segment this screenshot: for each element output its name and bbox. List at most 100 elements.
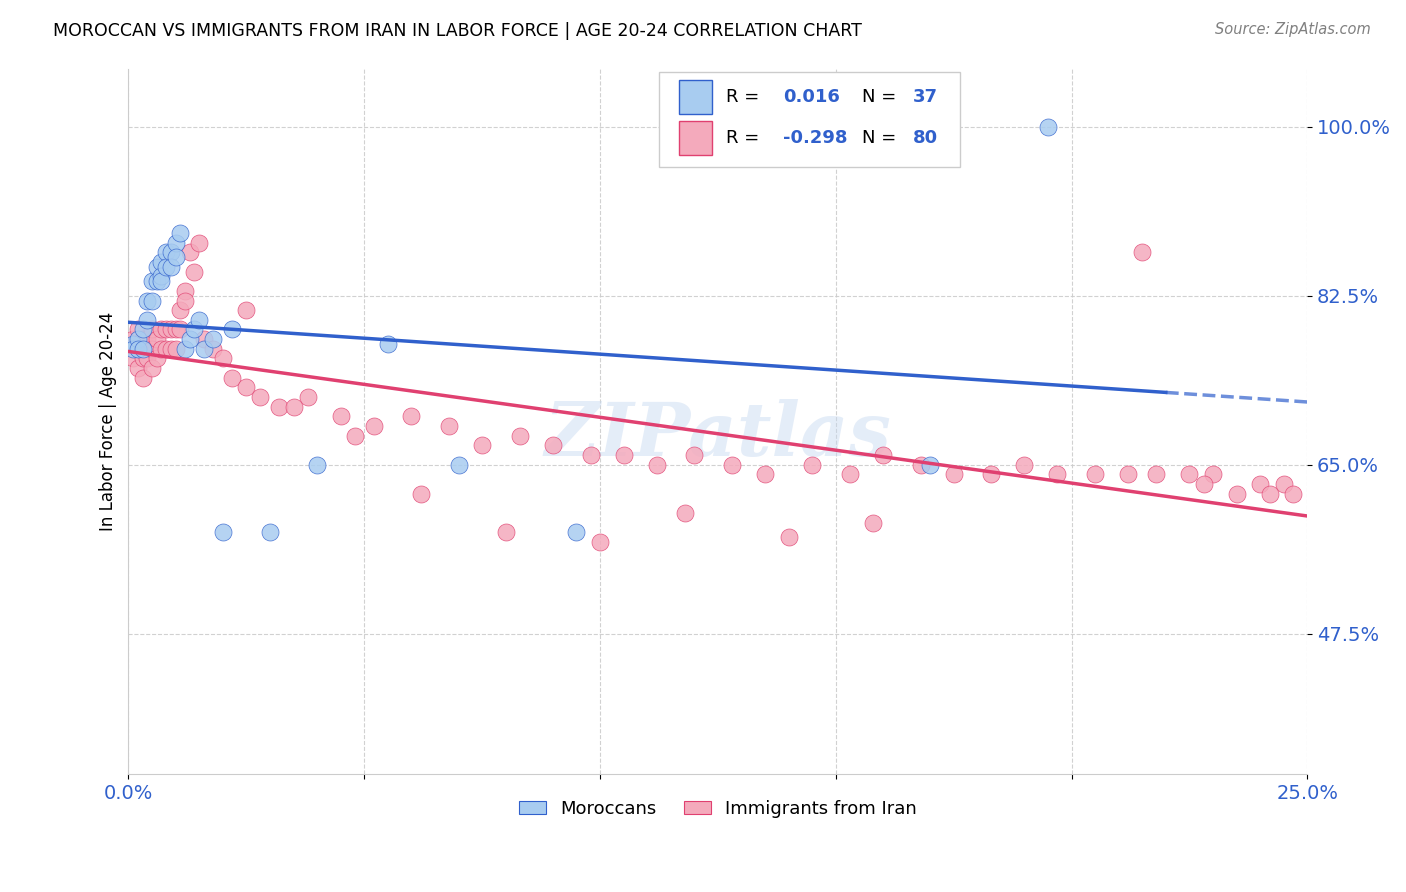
Point bbox=[343, 429, 366, 443]
Point bbox=[1144, 467, 1167, 482]
Text: ZIPatlas: ZIPatlas bbox=[544, 400, 891, 472]
Point bbox=[145, 260, 167, 274]
Point bbox=[249, 390, 271, 404]
Legend: Moroccans, Immigrants from Iran: Moroccans, Immigrants from Iran bbox=[512, 793, 924, 825]
Point bbox=[1130, 245, 1153, 260]
Point bbox=[145, 332, 167, 346]
Point bbox=[589, 535, 612, 549]
FancyBboxPatch shape bbox=[659, 72, 959, 168]
Point bbox=[1272, 477, 1295, 491]
Point bbox=[509, 429, 531, 443]
Point bbox=[307, 458, 329, 472]
Bar bbox=[679, 79, 711, 113]
Point bbox=[169, 303, 191, 318]
Point bbox=[155, 342, 177, 356]
Point bbox=[409, 487, 432, 501]
Point bbox=[141, 322, 163, 336]
Point bbox=[160, 342, 183, 356]
Text: 80: 80 bbox=[912, 129, 938, 147]
Point bbox=[259, 525, 281, 540]
Point bbox=[183, 264, 205, 278]
Point bbox=[169, 322, 191, 336]
Point bbox=[202, 332, 225, 346]
Text: MOROCCAN VS IMMIGRANTS FROM IRAN IN LABOR FORCE | AGE 20-24 CORRELATION CHART: MOROCCAN VS IMMIGRANTS FROM IRAN IN LABO… bbox=[53, 22, 862, 40]
Point bbox=[169, 226, 191, 240]
Text: 0.016: 0.016 bbox=[783, 87, 839, 105]
Point bbox=[401, 409, 423, 424]
Point bbox=[150, 255, 173, 269]
Point bbox=[127, 342, 149, 356]
Point bbox=[565, 525, 588, 540]
Point bbox=[541, 438, 564, 452]
Text: N =: N = bbox=[862, 87, 896, 105]
Point bbox=[211, 525, 233, 540]
Point bbox=[447, 458, 470, 472]
Point bbox=[174, 284, 197, 298]
Point bbox=[1014, 458, 1036, 472]
Point bbox=[1116, 467, 1139, 482]
Point bbox=[160, 245, 183, 260]
Point bbox=[495, 525, 517, 540]
Point bbox=[131, 342, 153, 356]
Point bbox=[141, 361, 163, 376]
Point bbox=[155, 322, 177, 336]
Point bbox=[188, 313, 211, 327]
Point bbox=[160, 322, 183, 336]
Point bbox=[127, 361, 149, 376]
Point bbox=[131, 322, 153, 336]
Point bbox=[801, 458, 824, 472]
Point bbox=[131, 332, 153, 346]
Point bbox=[141, 342, 163, 356]
Point bbox=[145, 351, 167, 366]
Point bbox=[174, 342, 197, 356]
Text: -0.298: -0.298 bbox=[783, 129, 848, 147]
Text: Source: ZipAtlas.com: Source: ZipAtlas.com bbox=[1215, 22, 1371, 37]
Point bbox=[179, 332, 201, 346]
Point bbox=[683, 448, 706, 462]
Point bbox=[754, 467, 776, 482]
Point bbox=[141, 293, 163, 308]
Point bbox=[437, 419, 460, 434]
Point bbox=[329, 409, 352, 424]
Point bbox=[872, 448, 894, 462]
Point bbox=[122, 342, 145, 356]
Point bbox=[1202, 467, 1225, 482]
Bar bbox=[679, 121, 711, 155]
Point bbox=[579, 448, 602, 462]
Point bbox=[136, 332, 159, 346]
Point bbox=[150, 322, 173, 336]
Point bbox=[141, 274, 163, 288]
Point bbox=[122, 351, 145, 366]
Text: 37: 37 bbox=[912, 87, 938, 105]
Point bbox=[188, 235, 211, 250]
Point bbox=[202, 342, 225, 356]
Point bbox=[910, 458, 932, 472]
Point bbox=[193, 342, 215, 356]
Text: R =: R = bbox=[725, 87, 759, 105]
Point bbox=[221, 322, 243, 336]
Point bbox=[1036, 120, 1059, 134]
Point bbox=[136, 293, 159, 308]
Point bbox=[155, 260, 177, 274]
Point bbox=[613, 448, 636, 462]
Point bbox=[942, 467, 965, 482]
Point bbox=[1282, 487, 1305, 501]
Point bbox=[862, 516, 884, 530]
Point bbox=[131, 371, 153, 385]
Point bbox=[235, 303, 257, 318]
Point bbox=[1084, 467, 1107, 482]
Text: R =: R = bbox=[725, 129, 759, 147]
Point bbox=[645, 458, 668, 472]
Point bbox=[1046, 467, 1069, 482]
Point bbox=[127, 342, 149, 356]
Point bbox=[183, 322, 205, 336]
Point bbox=[136, 313, 159, 327]
Point bbox=[297, 390, 319, 404]
Point bbox=[1225, 487, 1247, 501]
Point bbox=[127, 332, 149, 346]
Point bbox=[122, 337, 145, 351]
Point bbox=[155, 245, 177, 260]
Y-axis label: In Labor Force | Age 20-24: In Labor Force | Age 20-24 bbox=[100, 311, 117, 531]
Point bbox=[145, 274, 167, 288]
Point bbox=[235, 380, 257, 394]
